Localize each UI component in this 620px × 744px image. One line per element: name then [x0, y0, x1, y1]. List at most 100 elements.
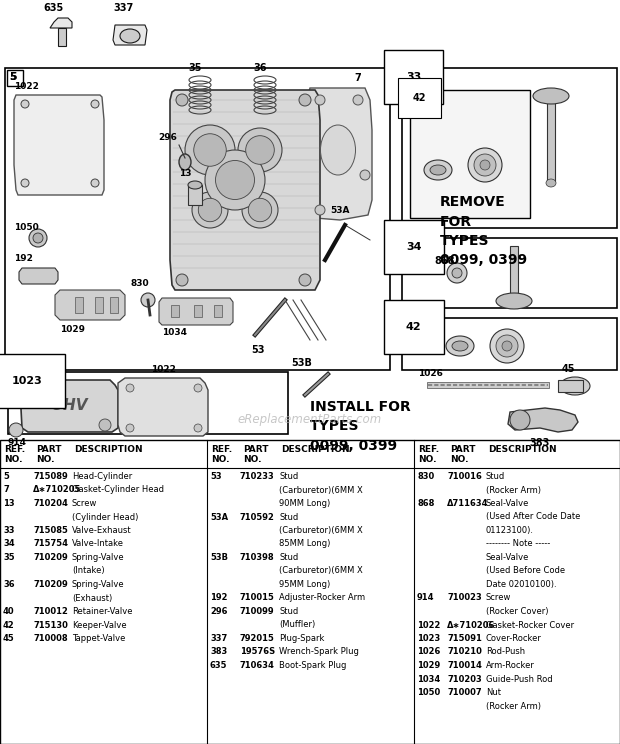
Text: (Rocker Arm): (Rocker Arm)	[486, 702, 541, 711]
Text: 45: 45	[561, 364, 575, 374]
Ellipse shape	[141, 293, 155, 307]
Text: 53: 53	[210, 472, 221, 481]
Text: Screw: Screw	[486, 594, 512, 603]
Ellipse shape	[21, 100, 29, 108]
Text: 1034: 1034	[162, 328, 187, 337]
Text: NO.: NO.	[211, 455, 229, 464]
Text: 19576S: 19576S	[240, 647, 275, 656]
Ellipse shape	[353, 95, 363, 105]
Ellipse shape	[546, 179, 556, 187]
Bar	[8, 372, 288, 434]
Ellipse shape	[9, 423, 23, 437]
Text: 1022: 1022	[14, 82, 39, 91]
Bar	[402, 318, 617, 370]
Ellipse shape	[452, 268, 462, 278]
Ellipse shape	[496, 335, 518, 357]
Text: 792015: 792015	[240, 634, 275, 643]
Text: 914: 914	[417, 594, 435, 603]
Bar	[7, 70, 23, 86]
Text: (Intake): (Intake)	[72, 566, 105, 576]
Ellipse shape	[502, 341, 512, 351]
Text: INSTALL FOR
TYPES
0099, 0399: INSTALL FOR TYPES 0099, 0399	[310, 400, 410, 453]
Bar	[0, 440, 620, 744]
Text: 7: 7	[3, 486, 9, 495]
Polygon shape	[170, 90, 320, 290]
Text: 635: 635	[44, 3, 64, 13]
Text: 710016: 710016	[447, 472, 482, 481]
Ellipse shape	[188, 181, 202, 189]
Text: (Muffler): (Muffler)	[279, 620, 315, 629]
Text: Plug-Spark: Plug-Spark	[279, 634, 324, 643]
Polygon shape	[50, 18, 72, 28]
Text: 635: 635	[210, 661, 228, 670]
Bar	[558, 380, 583, 392]
Text: 710008: 710008	[33, 634, 68, 643]
Text: 01123100).: 01123100).	[486, 526, 534, 535]
Text: 296: 296	[210, 607, 228, 616]
Text: 1023: 1023	[12, 376, 43, 386]
Text: Seal-Valve: Seal-Valve	[486, 553, 529, 562]
Text: Head-Cylinder: Head-Cylinder	[72, 472, 132, 481]
Ellipse shape	[126, 384, 134, 392]
Text: 1022: 1022	[417, 620, 440, 629]
Bar	[58, 28, 66, 46]
Ellipse shape	[468, 148, 502, 182]
Text: 53B: 53B	[210, 553, 228, 562]
Text: NO.: NO.	[243, 455, 262, 464]
Text: 1022: 1022	[151, 365, 175, 374]
Text: Wrench-Spark Plug: Wrench-Spark Plug	[279, 647, 359, 656]
Text: REF.: REF.	[418, 446, 439, 455]
Bar	[194, 305, 202, 317]
Text: Date 02010100).: Date 02010100).	[486, 580, 557, 589]
Text: (Used Before Code: (Used Before Code	[486, 566, 565, 576]
Text: Valve-Exhaust: Valve-Exhaust	[72, 526, 131, 535]
Text: 1050: 1050	[417, 688, 440, 697]
Ellipse shape	[216, 161, 254, 199]
Text: Gasket-Rocker Cover: Gasket-Rocker Cover	[486, 620, 574, 629]
Ellipse shape	[560, 377, 590, 395]
Ellipse shape	[299, 274, 311, 286]
Text: 710014: 710014	[447, 661, 482, 670]
Ellipse shape	[321, 125, 355, 175]
Text: 710210: 710210	[447, 647, 482, 656]
Text: 710592: 710592	[240, 513, 275, 522]
Text: Valve-Intake: Valve-Intake	[72, 539, 124, 548]
Text: 53: 53	[251, 345, 265, 355]
Bar	[547, 96, 555, 181]
Text: 383: 383	[210, 647, 228, 656]
Text: Screw: Screw	[72, 499, 97, 508]
Text: 5: 5	[3, 472, 9, 481]
Text: REMOVE
FOR
TYPES
0099, 0399: REMOVE FOR TYPES 0099, 0399	[440, 195, 527, 268]
Text: 85MM Long): 85MM Long)	[279, 539, 330, 548]
Polygon shape	[19, 268, 58, 284]
Ellipse shape	[474, 154, 496, 176]
Bar	[95, 297, 103, 313]
Ellipse shape	[185, 125, 235, 175]
Ellipse shape	[120, 29, 140, 43]
Text: 1029: 1029	[417, 661, 440, 670]
Ellipse shape	[126, 424, 134, 432]
Text: eReplacementParts.com: eReplacementParts.com	[238, 414, 382, 426]
Text: Arm-Rocker: Arm-Rocker	[486, 661, 535, 670]
Text: 1050: 1050	[14, 223, 38, 232]
Text: 5: 5	[9, 72, 16, 82]
Text: Δ∗710206: Δ∗710206	[447, 620, 495, 629]
Text: 53A: 53A	[330, 206, 350, 215]
Text: (Carburetor)(6MM X: (Carburetor)(6MM X	[279, 526, 363, 535]
Text: Guide-Push Rod: Guide-Push Rod	[486, 675, 552, 684]
Text: 710203: 710203	[447, 675, 482, 684]
Ellipse shape	[193, 134, 226, 166]
Text: 192: 192	[210, 594, 228, 603]
Text: 1026: 1026	[418, 369, 443, 378]
Text: NO.: NO.	[4, 455, 22, 464]
Text: 715130: 715130	[33, 620, 68, 629]
Text: Boot-Spark Plug: Boot-Spark Plug	[279, 661, 347, 670]
Text: DESCRIPTION: DESCRIPTION	[281, 446, 350, 455]
Text: (Cylinder Head): (Cylinder Head)	[72, 513, 138, 522]
Text: 830: 830	[131, 279, 149, 288]
Text: Spring-Valve: Spring-Valve	[72, 553, 125, 562]
Text: 90MM Long): 90MM Long)	[279, 499, 330, 508]
Bar	[214, 305, 222, 317]
Bar	[110, 297, 118, 313]
Text: 1029: 1029	[60, 325, 85, 334]
